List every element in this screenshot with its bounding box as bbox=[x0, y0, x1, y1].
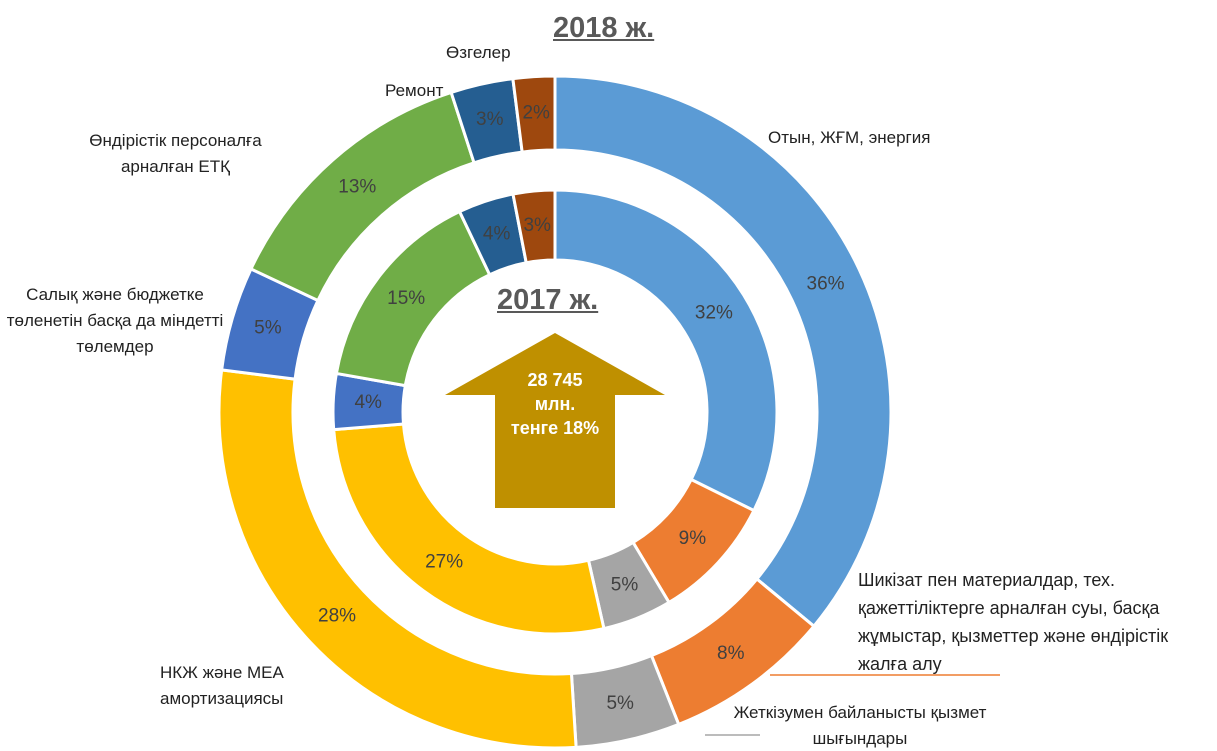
donut-segment bbox=[511, 188, 557, 265]
value-label: 5% bbox=[606, 693, 634, 714]
value-label: 32% bbox=[695, 302, 733, 323]
category-label: Өзгелер bbox=[446, 43, 511, 62]
donut-segment bbox=[332, 422, 606, 636]
category-label: Жеткізумен байланысты қызмет шығындары bbox=[733, 703, 987, 748]
arrow bbox=[445, 333, 665, 508]
value-label: 4% bbox=[483, 223, 511, 244]
value-label: 9% bbox=[679, 528, 707, 549]
ring-title: 2018 ж. bbox=[553, 12, 655, 44]
value-label: 28% bbox=[318, 606, 356, 627]
donut-segment bbox=[511, 74, 557, 154]
value-label: 5% bbox=[611, 575, 639, 596]
category-label: НКЖ және МЕА амортизациясы bbox=[160, 663, 284, 708]
value-label: 3% bbox=[523, 215, 551, 236]
category-label: Ремонт bbox=[385, 81, 444, 100]
annotation: 28 745 млн. тенге 18% bbox=[510, 370, 600, 438]
category-label: Өндірістік персоналға арналған ЕТҚ bbox=[89, 131, 262, 176]
category-label: Шикізат пен материалдар, тех. қажеттілік… bbox=[858, 570, 1169, 674]
value-label: 5% bbox=[254, 318, 282, 339]
value-label: 3% bbox=[476, 109, 504, 130]
value-label: 2% bbox=[522, 103, 550, 124]
value-label: 4% bbox=[354, 392, 382, 413]
value-label: 13% bbox=[338, 177, 376, 198]
value-label: 15% bbox=[387, 288, 425, 309]
ring-title: 2017 ж. bbox=[497, 284, 599, 316]
value-label: 27% bbox=[425, 552, 463, 573]
donut-segment bbox=[553, 74, 893, 629]
value-label: 8% bbox=[717, 643, 745, 664]
category-label: Отын, ЖҒМ, энергия bbox=[768, 128, 931, 147]
value-label: 36% bbox=[807, 274, 845, 295]
donut-segment bbox=[553, 188, 779, 513]
category-label: Салық және бюджетке төленетін басқа да м… bbox=[6, 285, 224, 356]
